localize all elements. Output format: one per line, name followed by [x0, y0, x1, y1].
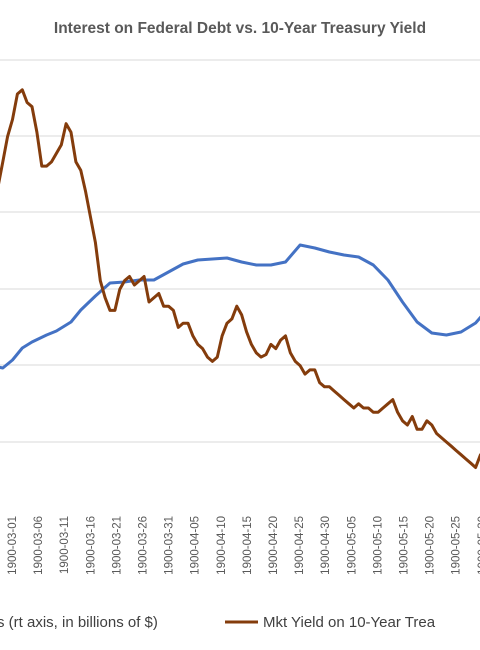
x-tick-label: 1900-03-11: [59, 516, 71, 574]
x-tick-label: 1900-03-21: [111, 516, 123, 575]
x-tick-label: 1900-04-30: [320, 516, 332, 575]
legend-label-yield: Mkt Yield on 10-Year Trea: [263, 614, 436, 631]
legend-label-interest: s (rt axis, in billions of $): [0, 614, 158, 631]
x-tick-label: 1900-05-30: [477, 516, 480, 575]
x-tick-label: 1900-04-10: [216, 516, 228, 575]
gridlines: [0, 59, 480, 443]
x-tick-label: 1900-03-01: [7, 516, 19, 575]
chart-title: Interest on Federal Debt vs. 10-Year Tre…: [54, 20, 426, 37]
x-tick-label: 1900-04-20: [268, 516, 280, 575]
x-tick-label: 1900-05-05: [346, 516, 358, 575]
x-tick-label: 1900-05-10: [372, 516, 384, 575]
x-axis-tick-labels: 1900-03-01 1900-03-06 1900-03-11 1900-03-16…: [7, 516, 480, 575]
series-line-yield: [0, 88, 480, 469]
x-tick-label: 1900-03-26: [138, 516, 150, 575]
x-tick-label: 1900-05-20: [425, 516, 437, 575]
legend: s (rt axis, in billions of $) Mkt Yield …: [0, 614, 436, 631]
x-tick-label: 1900-04-05: [190, 516, 202, 575]
x-tick-label: 1900-05-15: [399, 516, 411, 575]
series-line-interest: [0, 243, 480, 370]
x-tick-label: 1900-04-25: [294, 516, 306, 575]
x-tick-label: 1900-04-15: [242, 516, 254, 575]
x-tick-label: 1900-03-16: [85, 516, 97, 575]
x-tick-label: 1900-03-31: [164, 516, 176, 575]
series-layer: [0, 88, 480, 469]
x-tick-label: 1900-03-06: [33, 516, 45, 575]
x-tick-label: 1900-05-25: [451, 516, 463, 575]
